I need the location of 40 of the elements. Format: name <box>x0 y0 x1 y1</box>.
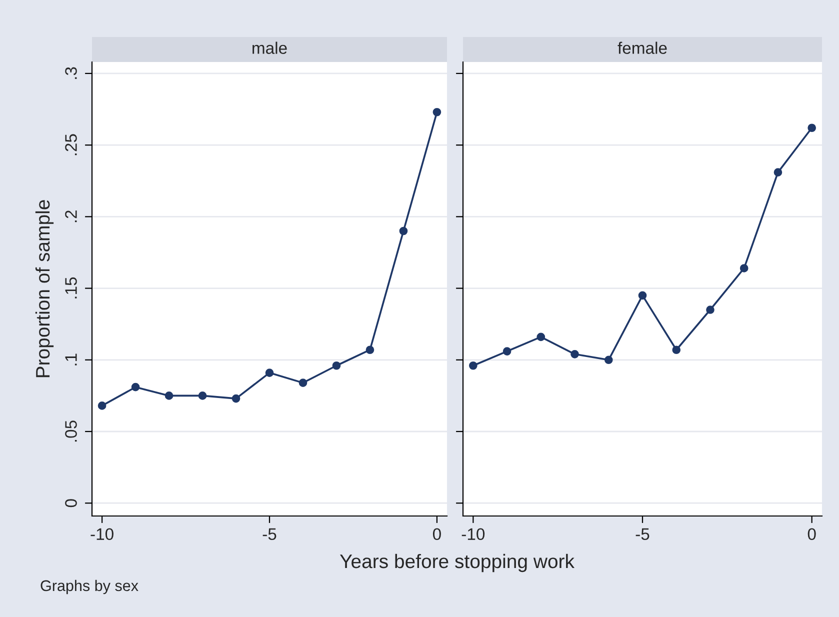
point <box>265 368 274 377</box>
point <box>164 392 174 400</box>
text: Graphs by sex <box>40 580 138 594</box>
chart-title: male <box>252 42 287 54</box>
point <box>502 347 512 356</box>
point <box>131 382 140 392</box>
x-tick-label: -5 <box>262 528 276 540</box>
y-tick-label: .25 <box>65 134 77 156</box>
point <box>740 264 748 272</box>
point <box>399 226 408 236</box>
x-tick-label: -5 <box>636 528 650 540</box>
point <box>570 350 579 358</box>
point <box>672 346 681 354</box>
y-tick-label: 0 <box>65 499 77 508</box>
x-tick-label: -10 <box>90 528 114 540</box>
point <box>604 356 613 364</box>
y-tick-label: .1 <box>65 354 77 366</box>
point <box>366 346 374 354</box>
point <box>808 124 816 132</box>
point <box>332 361 341 370</box>
point <box>432 108 442 116</box>
point <box>468 361 478 370</box>
x-axis-title: Years before stopping work <box>340 554 574 572</box>
point <box>232 394 240 403</box>
chart-title: female <box>618 42 667 54</box>
x-tick-label: 0 <box>432 528 441 540</box>
point <box>638 291 647 300</box>
y-tick-label: .2 <box>65 210 77 222</box>
y-tick-label: .15 <box>65 277 77 298</box>
y-tick-label: .3 <box>65 67 77 79</box>
x-tick-label: 0 <box>808 528 816 540</box>
point <box>774 168 782 176</box>
point <box>536 332 546 342</box>
y-tick-label: .05 <box>65 420 77 442</box>
x-tick-label: -10 <box>462 528 485 540</box>
y-axis-title: Proportion of sample <box>35 200 54 378</box>
point <box>706 306 714 314</box>
point <box>98 402 106 410</box>
point <box>198 392 207 400</box>
point <box>298 378 308 387</box>
